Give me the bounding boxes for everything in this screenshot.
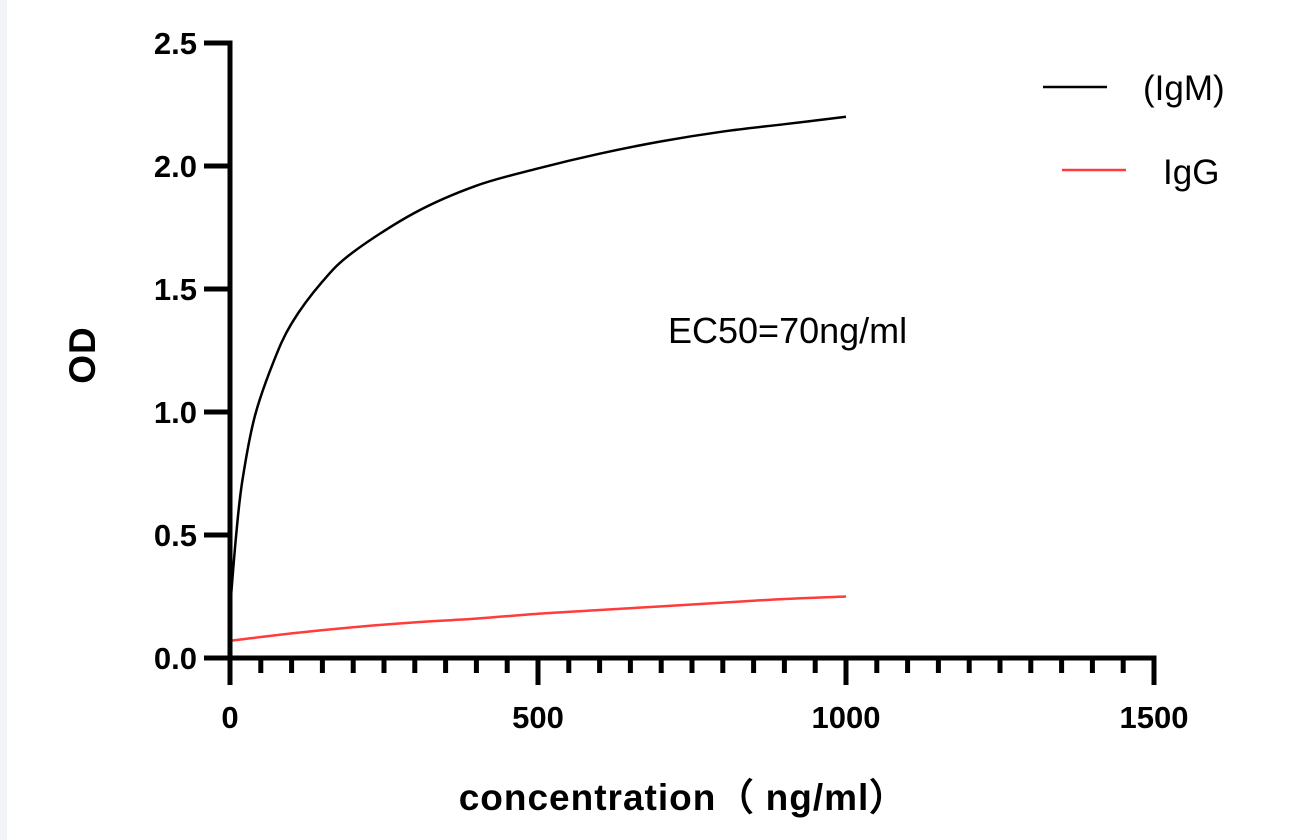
y-tick-label: 2.0 — [154, 149, 197, 184]
y-tick-label: 1.0 — [154, 395, 197, 430]
left-edge-strip — [0, 0, 7, 840]
y-tick-label: 2.5 — [154, 26, 197, 61]
x-tick-label: 0 — [221, 700, 238, 735]
legend: (IgM) IgG — [1043, 69, 1225, 192]
legend-label-igm: (IgM) — [1143, 69, 1225, 108]
y-tick-label: 0.5 — [154, 518, 197, 553]
x-axis-label: concentration（ ng/ml） — [459, 777, 908, 818]
legend-label-igg: IgG — [1163, 153, 1219, 192]
y-tick-label: 1.5 — [154, 272, 197, 307]
y-axis-label: OD — [62, 326, 103, 384]
ec50-annotation: EC50=70ng/ml — [668, 310, 907, 351]
axes: 0.0 0.5 1.0 1.5 2.0 2.5 0 500 1000 1500 — [154, 26, 1189, 735]
series-line-igg — [229, 595, 847, 643]
y-tick-label: 0.0 — [154, 641, 197, 676]
x-tick-label: 500 — [512, 700, 564, 735]
x-tick-label: 1500 — [1120, 700, 1189, 735]
curves — [228, 115, 847, 643]
x-tick-label: 1000 — [812, 700, 881, 735]
series-line-igm — [228, 115, 847, 609]
